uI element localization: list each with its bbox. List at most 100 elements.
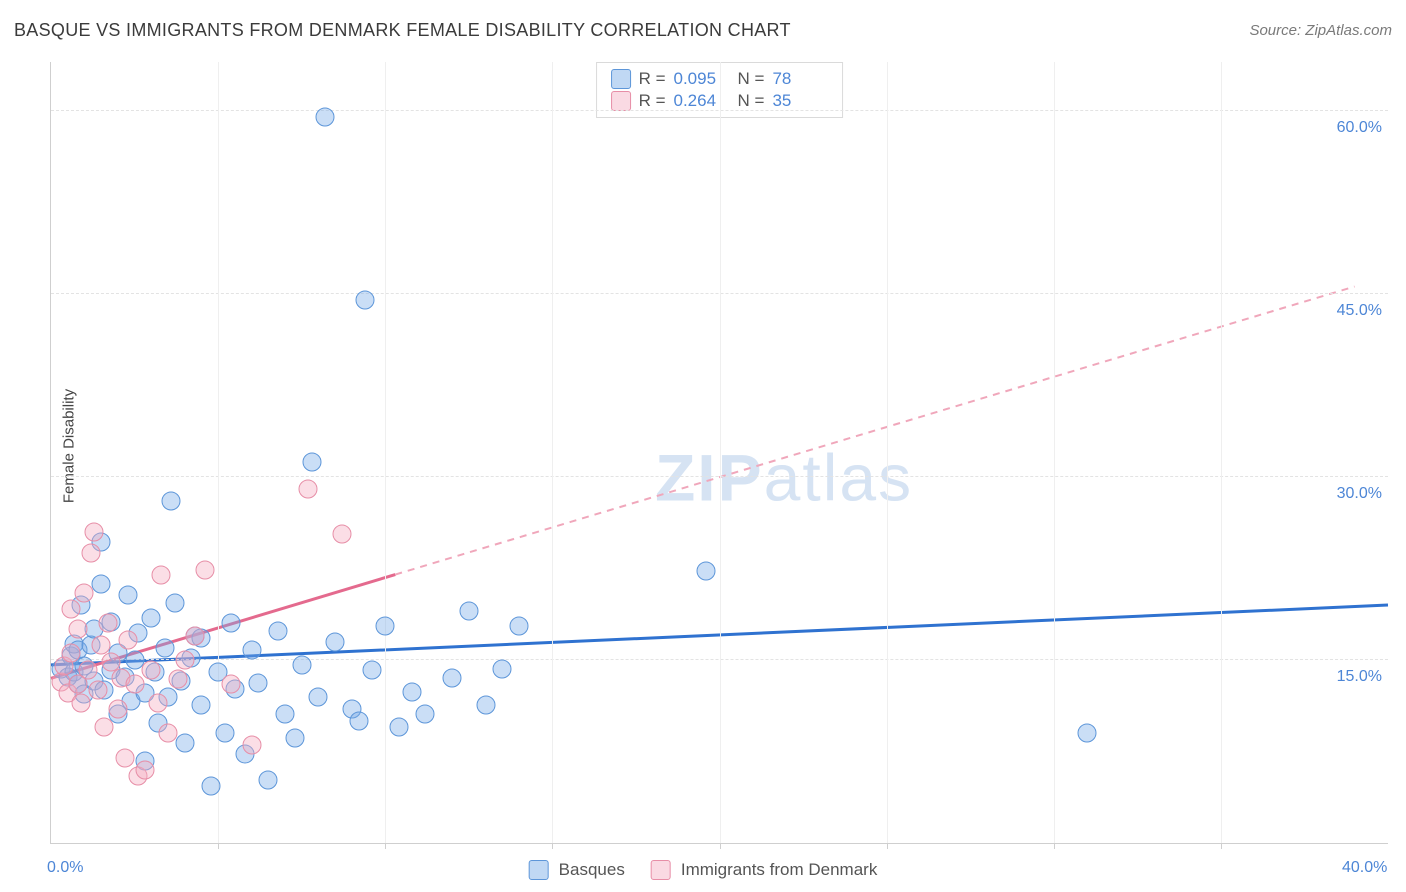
y-tick-label: 15.0% [1337, 668, 1382, 686]
data-point-blue [249, 674, 268, 693]
data-point-blue [118, 586, 137, 605]
n-value-basques: 78 [772, 69, 828, 89]
y-tick-label: 30.0% [1337, 485, 1382, 503]
data-point-blue [165, 593, 184, 612]
source-label: Source: ZipAtlas.com [1249, 22, 1392, 39]
x-tick-mark [1221, 843, 1222, 849]
swatch-blue-icon [611, 69, 631, 89]
grid-line-v [1221, 62, 1222, 843]
r-value-basques: 0.095 [674, 69, 730, 89]
data-point-blue [309, 687, 328, 706]
data-point-blue [175, 733, 194, 752]
data-point-blue [316, 107, 335, 126]
data-point-blue [242, 641, 261, 660]
x-tick-label: 40.0% [1342, 859, 1387, 877]
grid-line-v [385, 62, 386, 843]
data-point-blue [509, 616, 528, 635]
x-tick-label: 0.0% [47, 859, 83, 877]
data-point-pink [152, 565, 171, 584]
data-point-pink [75, 583, 94, 602]
data-point-blue [286, 729, 305, 748]
data-point-blue [416, 704, 435, 723]
x-tick-mark [218, 843, 219, 849]
data-point-pink [78, 660, 97, 679]
grid-line-v [552, 62, 553, 843]
data-point-blue [349, 711, 368, 730]
data-point-pink [175, 650, 194, 669]
data-point-pink [125, 675, 144, 694]
grid-line-v [887, 62, 888, 843]
data-point-pink [242, 736, 261, 755]
data-point-blue [402, 682, 421, 701]
header-bar: BASQUE VS IMMIGRANTS FROM DENMARK FEMALE… [14, 20, 1392, 41]
data-point-pink [95, 718, 114, 737]
data-point-blue [292, 655, 311, 674]
r-label: R = [639, 91, 666, 111]
y-tick-label: 60.0% [1337, 119, 1382, 137]
data-point-pink [222, 675, 241, 694]
data-point-pink [169, 670, 188, 689]
series-legend-denmark: Immigrants from Denmark [651, 860, 877, 880]
data-point-blue [259, 770, 278, 789]
x-tick-mark [385, 843, 386, 849]
x-tick-mark [887, 843, 888, 849]
data-point-blue [443, 669, 462, 688]
data-point-pink [98, 614, 117, 633]
data-point-pink [62, 599, 81, 618]
data-point-pink [299, 480, 318, 499]
series-label-denmark: Immigrants from Denmark [681, 860, 877, 880]
data-point-pink [195, 560, 214, 579]
trend-line [395, 287, 1354, 575]
data-point-pink [82, 543, 101, 562]
data-point-blue [697, 561, 716, 580]
data-point-blue [142, 609, 161, 628]
data-point-blue [302, 453, 321, 472]
data-point-blue [269, 621, 288, 640]
x-tick-mark [720, 843, 721, 849]
data-point-pink [62, 643, 81, 662]
data-point-pink [68, 620, 87, 639]
chart-title: BASQUE VS IMMIGRANTS FROM DENMARK FEMALE… [14, 20, 791, 41]
grid-line-v [720, 62, 721, 843]
data-point-pink [72, 693, 91, 712]
n-value-denmark: 35 [772, 91, 828, 111]
data-point-pink [118, 631, 137, 650]
data-point-pink [135, 760, 154, 779]
data-point-blue [389, 718, 408, 737]
data-point-pink [108, 699, 127, 718]
swatch-pink-icon [651, 860, 671, 880]
data-point-pink [158, 724, 177, 743]
y-tick-label: 45.0% [1337, 302, 1382, 320]
data-point-pink [148, 693, 167, 712]
swatch-blue-icon [529, 860, 549, 880]
data-point-blue [202, 776, 221, 795]
data-point-pink [142, 660, 161, 679]
data-point-blue [356, 290, 375, 309]
data-point-pink [332, 525, 351, 544]
grid-line-v [1054, 62, 1055, 843]
data-point-pink [88, 681, 107, 700]
data-point-blue [155, 638, 174, 657]
data-point-blue [362, 660, 381, 679]
data-point-blue [326, 632, 345, 651]
data-point-blue [459, 602, 478, 621]
series-label-basques: Basques [559, 860, 625, 880]
data-point-blue [192, 696, 211, 715]
data-point-pink [92, 636, 111, 655]
data-point-blue [222, 614, 241, 633]
data-point-blue [376, 616, 395, 635]
x-tick-mark [1054, 843, 1055, 849]
data-point-pink [115, 748, 134, 767]
data-point-blue [1078, 724, 1097, 743]
data-point-blue [275, 704, 294, 723]
r-value-denmark: 0.264 [674, 91, 730, 111]
chart-plot-area: ZIPatlas R = 0.095 N = 78 R = 0.264 N = … [50, 62, 1388, 844]
swatch-pink-icon [611, 91, 631, 111]
n-label: N = [738, 91, 765, 111]
series-legend-basques: Basques [529, 860, 625, 880]
r-label: R = [639, 69, 666, 89]
series-legend: Basques Immigrants from Denmark [529, 860, 878, 880]
data-point-blue [162, 492, 181, 511]
n-label: N = [738, 69, 765, 89]
data-point-blue [493, 659, 512, 678]
